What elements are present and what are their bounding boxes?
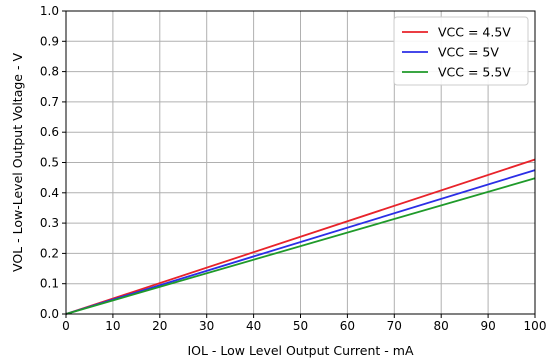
legend-label-1: VCC = 4.5V: [438, 25, 511, 40]
x-tick-label: 90: [480, 319, 495, 333]
y-tick-label: 0.8: [40, 65, 59, 79]
x-tick-label: 0: [62, 319, 70, 333]
x-tick-label: 100: [524, 319, 547, 333]
series-line-2: [65, 169, 536, 315]
legend-box: [393, 16, 529, 86]
y-tick-label: 0.1: [40, 277, 59, 291]
x-tick-label: 50: [293, 319, 308, 333]
x-axis-label: IOL - Low Level Output Current - mA: [187, 343, 413, 358]
x-tick-label: 30: [199, 319, 214, 333]
legend: VCC = 4.5V VCC = 5V VCC = 5.5V: [393, 16, 529, 86]
x-axis-ticks: 0 10 20 30 40 50 60 70 80 90 100: [62, 314, 546, 333]
y-tick-label: 0.2: [40, 246, 59, 260]
y-tick-label: 0.6: [40, 125, 59, 139]
legend-label-2: VCC = 5V: [438, 45, 499, 60]
x-tick-label: 40: [246, 319, 261, 333]
x-tick-label: 60: [340, 319, 355, 333]
y-tick-label: 0.9: [40, 34, 59, 48]
y-axis-ticks: 0.0 0.1 0.2 0.3 0.4 0.5 0.6 0.7 0.8 0.9 1.0: [40, 4, 66, 321]
y-tick-label: 0.7: [40, 95, 59, 109]
series-line-3: [65, 177, 536, 315]
y-tick-label: 0.0: [40, 307, 59, 321]
x-tick-label: 80: [434, 319, 449, 333]
y-tick-label: 0.4: [40, 186, 59, 200]
y-tick-label: 1.0: [40, 4, 59, 18]
x-tick-label: 10: [105, 319, 120, 333]
y-tick-label: 0.5: [40, 156, 59, 170]
x-tick-label: 20: [152, 319, 167, 333]
y-tick-label: 0.3: [40, 216, 59, 230]
legend-label-3: VCC = 5.5V: [438, 65, 511, 80]
series-lines: [65, 158, 536, 315]
y-axis-label: VOL - Low-Level Output Voltage - V: [10, 53, 25, 272]
series-line-1: [65, 158, 536, 315]
x-tick-label: 70: [387, 319, 402, 333]
